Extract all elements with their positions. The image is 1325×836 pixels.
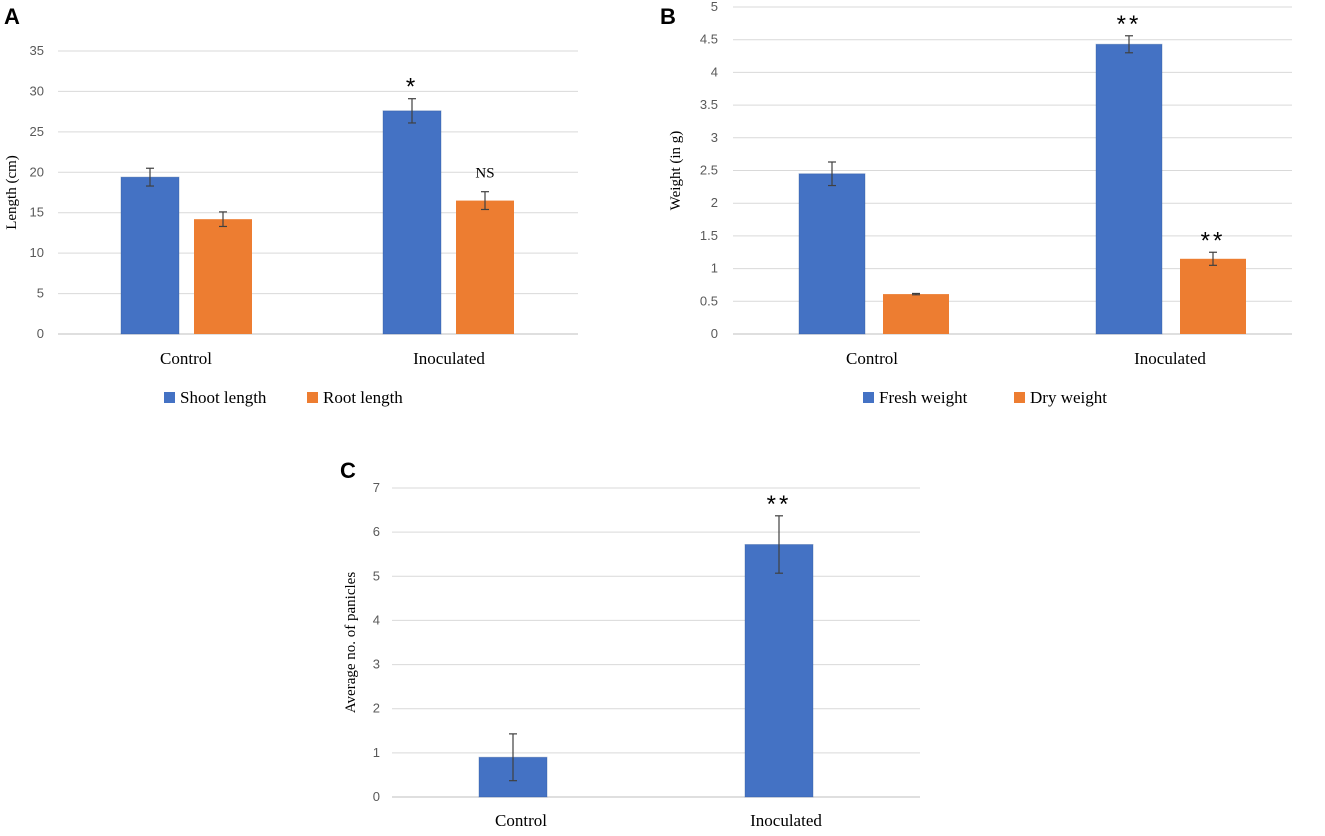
- significance-label: NS: [475, 166, 494, 182]
- bar-dry-weight-inoculated: [1180, 258, 1246, 334]
- x-category-label: Inoculated: [413, 349, 485, 368]
- y-tick-label: 25: [30, 124, 44, 139]
- significance-label: **: [767, 491, 792, 518]
- y-tick-label: 10: [30, 245, 44, 260]
- y-tick-label: 5: [37, 286, 44, 301]
- x-category-label: Control: [495, 811, 547, 830]
- y-tick-label: 4.5: [700, 32, 718, 47]
- legend-swatch: [863, 392, 874, 403]
- y-axis-title: Weight (in g): [668, 131, 684, 211]
- y-tick-label: 7: [373, 480, 380, 495]
- x-category-label: Inoculated: [750, 811, 822, 830]
- significance-label: **: [1201, 227, 1226, 254]
- y-tick-label: 3.5: [700, 97, 718, 112]
- bar-fresh-weight-control: [798, 173, 866, 335]
- y-tick-label: 1: [711, 261, 718, 276]
- y-tick-label: 1.5: [700, 228, 718, 243]
- y-tick-label: 35: [30, 43, 44, 58]
- panel-a: A 0 5 10 15 20 25 30 35 Length (cm) * NS Control Inoc…: [4, 4, 578, 407]
- legend-swatch: [1014, 392, 1025, 403]
- y-tick-label: 4: [711, 64, 718, 79]
- y-tick-label: 3: [711, 130, 718, 145]
- bar-shoot-length-control: [120, 176, 180, 335]
- y-tick-label: 20: [30, 164, 44, 179]
- y-tick-label: 0: [711, 326, 718, 341]
- panel-letter: C: [340, 458, 356, 483]
- x-category-label: Control: [846, 349, 898, 368]
- bar-root-length-inoculated: [456, 200, 514, 334]
- bar-root-length-control: [194, 219, 252, 334]
- y-tick-label: 3: [373, 657, 380, 672]
- y-tick-label: 1: [373, 745, 380, 760]
- y-tick-label: 0: [373, 789, 380, 804]
- significance-label: **: [1117, 11, 1142, 38]
- legend-label: Dry weight: [1030, 388, 1107, 407]
- y-axis-title: Length (cm): [4, 155, 20, 230]
- panel-c: C 0 1 2 3 4 5 6 7 Average no. of panicles ** Contro…: [340, 458, 920, 830]
- legend-label: Root length: [323, 388, 403, 407]
- panel-letter: A: [4, 4, 20, 29]
- panel-b: B 0 0.5 1 1.5 2 2.5 3 3.5 4 4.5 5 Weight (in g) ** ** C…: [660, 0, 1292, 407]
- y-tick-label: 30: [30, 83, 44, 98]
- bar-dry-weight-control: [883, 294, 949, 334]
- bar-average-no-of-panicles-inoculated: [744, 544, 814, 798]
- y-tick-label: 5: [711, 0, 718, 14]
- y-axis-title: Average no. of panicles: [343, 572, 359, 713]
- x-category-label: Control: [160, 349, 212, 368]
- y-tick-label: 2.5: [700, 163, 718, 178]
- bar-shoot-length-inoculated: [382, 110, 442, 335]
- panel-letter: B: [660, 4, 676, 29]
- legend-swatch: [307, 392, 318, 403]
- y-tick-label: 6: [373, 524, 380, 539]
- y-tick-label: 2: [711, 195, 718, 210]
- legend-label: Fresh weight: [879, 388, 968, 407]
- bar-fresh-weight-inoculated: [1095, 43, 1163, 335]
- y-tick-label: 0: [37, 326, 44, 341]
- y-tick-label: 4: [373, 612, 380, 627]
- y-tick-label: 0.5: [700, 293, 718, 308]
- y-tick-label: 5: [373, 568, 380, 583]
- y-tick-label: 2: [373, 701, 380, 716]
- significance-label: *: [406, 74, 418, 101]
- legend-label: Shoot length: [180, 388, 267, 407]
- x-category-label: Inoculated: [1134, 349, 1206, 368]
- y-tick-label: 15: [30, 205, 44, 220]
- legend-swatch: [164, 392, 175, 403]
